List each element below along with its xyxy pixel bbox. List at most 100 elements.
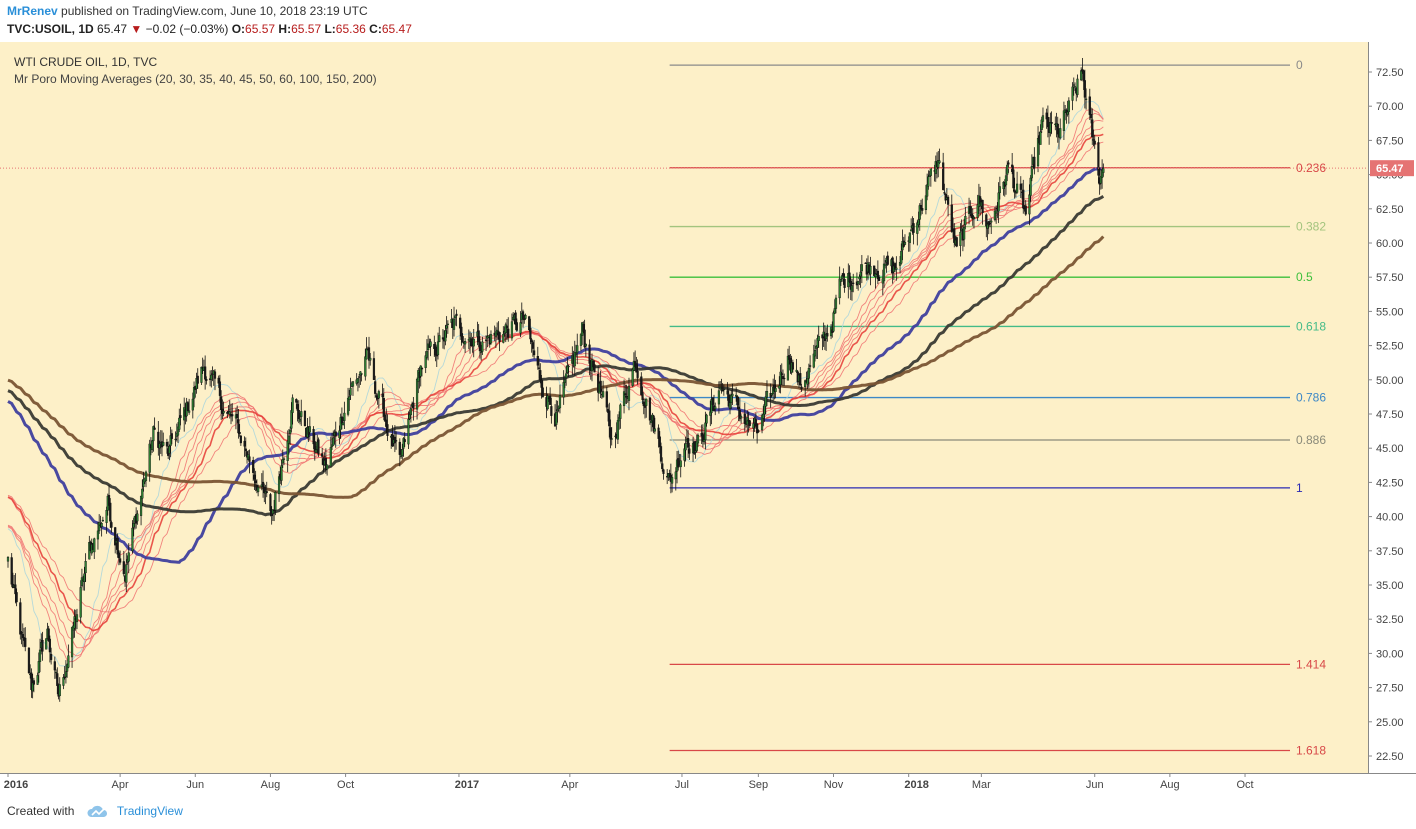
candle-body [460, 326, 463, 337]
candle-body [96, 530, 100, 540]
candle-body [900, 250, 903, 264]
time-axis[interactable]: 2016 Apr Jun Aug Oct 2017 Apr Jul Sep Nov 2018 Mar J… [0, 773, 1416, 800]
ma-40-line [7, 119, 1104, 649]
candle-body [477, 330, 480, 343]
candle-body [834, 297, 838, 309]
candle-body [162, 442, 165, 446]
candle-body [524, 315, 527, 319]
price-axis[interactable]: 22.50 25.00 27.50 30.00 32.50 35.00 37.50 40.00… [1368, 42, 1416, 800]
candle-body [168, 446, 171, 454]
last-price: 65.47 [97, 22, 128, 36]
low-value: 65.36 [335, 22, 366, 36]
candle-body [349, 387, 352, 396]
candle-body [1102, 167, 1105, 173]
ma-20-line [7, 100, 1104, 667]
candle-body [625, 396, 628, 398]
candle-body [445, 325, 448, 329]
candle-body [340, 416, 344, 424]
candle-body [1089, 114, 1093, 119]
ma-200-line [7, 235, 1105, 499]
candle-body [291, 397, 294, 413]
candle-body [964, 215, 967, 225]
candle-body [56, 673, 59, 686]
candle-body [236, 414, 239, 418]
candle-body [696, 434, 700, 444]
fib-level-label: 0.382 [1296, 220, 1326, 234]
time-tick-label: Oct [1236, 779, 1253, 791]
candle-body [84, 561, 87, 574]
candle-body [565, 373, 568, 378]
candle-body [269, 494, 272, 512]
candle-body [921, 208, 924, 211]
candle-body [505, 325, 509, 329]
created-with: Created with TradingView [7, 804, 183, 819]
tradingview-link[interactable]: TradingView [116, 804, 183, 818]
candle-body [454, 315, 457, 318]
candle-body [717, 390, 721, 405]
candle-body [1039, 131, 1042, 145]
candle-body [736, 396, 739, 406]
candle-body [360, 373, 363, 375]
candle-body [287, 435, 291, 444]
author-link[interactable]: MrRenev [7, 4, 58, 18]
candle-body [116, 537, 119, 555]
candle-body [132, 522, 135, 528]
candle-body [995, 210, 998, 214]
open-value: 65.57 [245, 22, 276, 36]
candle-body [783, 377, 786, 380]
candle-body [882, 263, 886, 282]
candle-body [257, 487, 260, 493]
candle-body [714, 406, 717, 410]
candle-body [424, 355, 427, 368]
published-text: published on TradingView.com, June 10, 2… [61, 4, 368, 18]
candle-body [24, 637, 27, 647]
indicator-name[interactable]: Mr Poro Moving Averages (20, 30, 35, 40,… [14, 72, 377, 86]
candle-body [151, 440, 154, 450]
time-tick-label: Oct [337, 779, 354, 791]
price-tick-label: 32.50 [1376, 614, 1404, 626]
candle-body [289, 429, 292, 434]
candle-body [648, 397, 652, 421]
moving-averages [7, 100, 1105, 667]
candle-body [228, 411, 231, 415]
candle-body [990, 220, 993, 223]
candle-body [484, 339, 488, 341]
candle-body [131, 527, 134, 552]
candle-body [780, 373, 783, 375]
candle-body [98, 522, 101, 532]
candle-body [722, 388, 725, 391]
candle-body [298, 419, 302, 422]
candle-body [704, 422, 707, 440]
high-value: 65.57 [291, 22, 322, 36]
ma-150-line [7, 195, 1105, 517]
candle-body [243, 440, 246, 447]
candle-body [998, 186, 1001, 193]
last-price-tag-label: 65.47 [1376, 163, 1404, 175]
candle-body [226, 412, 229, 414]
candle-body [895, 267, 898, 270]
candle-body [332, 437, 335, 446]
price-change: −0.02 (−0.03%) [145, 22, 229, 36]
candle-body [15, 592, 18, 603]
candle-body [412, 402, 415, 409]
candle-body [858, 276, 861, 280]
candle-body [238, 432, 241, 434]
fib-level-label: 0.886 [1296, 433, 1326, 447]
candle-body [300, 411, 303, 417]
price-tick-label: 35.00 [1376, 580, 1404, 592]
candle-body [136, 513, 139, 522]
candle-body [1013, 189, 1016, 193]
candle-body [762, 413, 765, 419]
price-tick-label: 37.50 [1376, 546, 1404, 558]
candle-body [1024, 205, 1027, 215]
candle-body [645, 398, 648, 406]
price-chart[interactable]: 00.2360.3820.50.6180.7860.88611.4141.618… [0, 42, 1416, 800]
candle-body [1004, 175, 1008, 186]
candle-body [546, 395, 549, 410]
candle-body [277, 476, 281, 495]
candle-body [253, 474, 256, 480]
candle-body [555, 412, 558, 425]
candle-body [610, 438, 613, 440]
chart-legend: WTI CRUDE OIL, 1D, TVC Mr Poro Moving Av… [14, 54, 377, 88]
candle-body [599, 380, 602, 392]
